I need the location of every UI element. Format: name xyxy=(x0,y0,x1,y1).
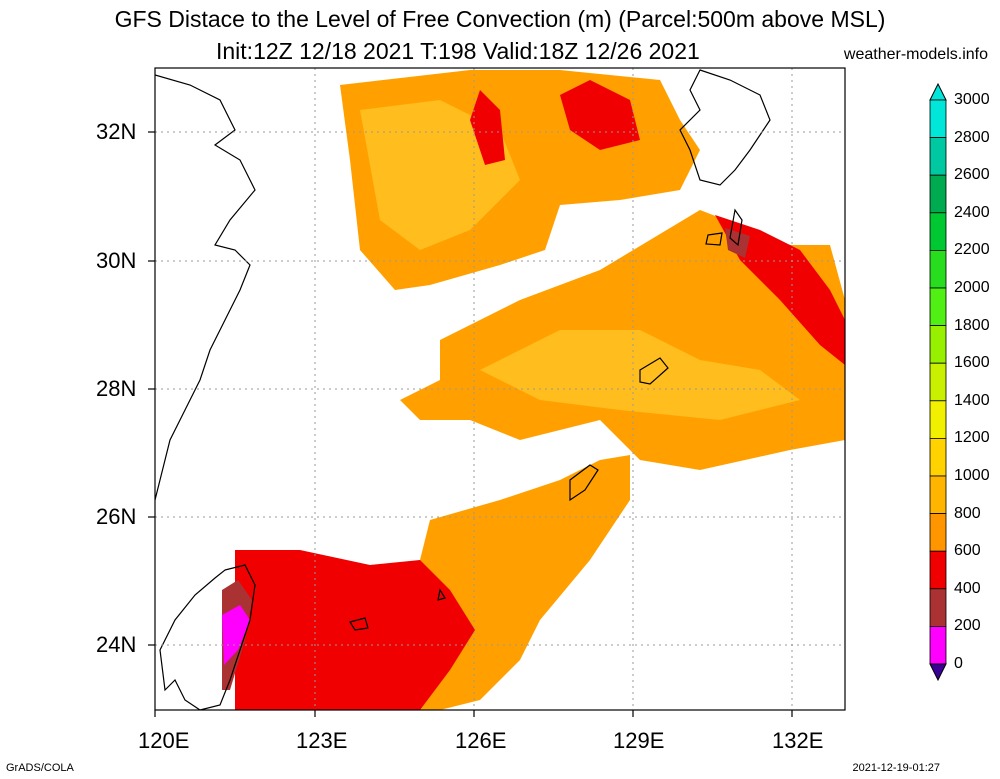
colorbar-swatch xyxy=(929,475,947,514)
footer-timestamp: 2021-12-19-01:27 xyxy=(852,762,940,774)
lat-label: 32N xyxy=(96,119,137,144)
colorbar-swatch xyxy=(929,513,947,552)
island-yakushima xyxy=(705,232,723,246)
colorbar-label: 600 xyxy=(954,542,981,560)
site-credit: weather-models.info xyxy=(843,46,988,63)
island-tanegashima xyxy=(729,208,743,247)
field-ne-red xyxy=(715,215,845,365)
island-miyako xyxy=(437,588,446,601)
colorbar-swatch xyxy=(929,287,947,326)
lon-label: 132E xyxy=(772,728,824,753)
colorbar-arrow-top xyxy=(929,82,947,101)
field-taiwan-magenta xyxy=(222,605,250,665)
colorbar-label: 200 xyxy=(954,617,981,635)
coast-china xyxy=(155,74,256,501)
colorbar-label: 2600 xyxy=(954,166,990,184)
chart-title: GFS Distace to the Level of Free Convect… xyxy=(114,6,886,32)
coastlines xyxy=(155,69,771,710)
colorbar-swatch xyxy=(929,437,947,477)
colorbar-label: 0 xyxy=(954,655,963,672)
colorbar-arrow-bottom xyxy=(929,663,947,682)
colorbar-label: 1400 xyxy=(954,391,990,409)
colorbar-label: 1200 xyxy=(954,429,990,447)
island-okinawa xyxy=(569,464,599,502)
colorbar-label: 1600 xyxy=(954,354,990,372)
lon-label: 123E xyxy=(296,728,348,753)
lat-label: 24N xyxy=(96,632,137,657)
colorbar-swatch xyxy=(929,212,947,251)
colorbar-label: 2400 xyxy=(954,203,990,221)
colorbar-label: 3000 xyxy=(954,91,990,108)
colorbar-swatch xyxy=(929,400,947,439)
colorbar-swatch xyxy=(929,588,947,627)
lon-label: 120E xyxy=(138,728,190,753)
colorbar-swatch xyxy=(929,137,947,176)
chart-subtitle: Init:12Z 12/18 2021 T:198 Valid:18Z 12/2… xyxy=(216,38,700,64)
gridlines xyxy=(155,68,845,710)
colorbar-swatch xyxy=(929,362,947,402)
colorbar-swatch xyxy=(929,249,947,289)
colorbar-swatch xyxy=(929,550,947,590)
colorbar-swatch xyxy=(929,626,947,665)
colorbar-label: 800 xyxy=(954,504,981,522)
lon-label: 126E xyxy=(455,728,507,753)
island-ishigaki xyxy=(349,617,369,631)
field-ne-brown xyxy=(725,228,750,258)
island-amami xyxy=(639,357,669,385)
lfc-field xyxy=(222,70,845,710)
colorbar-swatch xyxy=(929,325,947,364)
axis-ticks xyxy=(148,131,793,717)
footer-credit: GrADS/COLA xyxy=(6,762,74,774)
lat-label: 30N xyxy=(96,248,137,273)
colorbar-swatch xyxy=(929,99,947,138)
colorbar-label: 2800 xyxy=(954,128,990,146)
coast-taiwan xyxy=(159,564,256,710)
field-north-red2 xyxy=(470,90,505,165)
colorbar-label: 400 xyxy=(954,579,981,597)
colorbar-label: 2200 xyxy=(954,241,990,259)
colorbar-label: 1800 xyxy=(954,316,990,334)
lat-label: 26N xyxy=(96,504,137,529)
field-north-red xyxy=(560,80,640,150)
colorbar-swatch xyxy=(929,174,947,214)
lon-label: 129E xyxy=(613,728,665,753)
colorbar-label: 2000 xyxy=(954,279,990,296)
lat-label: 28N xyxy=(96,376,137,401)
coast-kyushu xyxy=(679,69,771,186)
colorbar-label: 1000 xyxy=(954,467,990,484)
colorbar xyxy=(929,82,947,682)
